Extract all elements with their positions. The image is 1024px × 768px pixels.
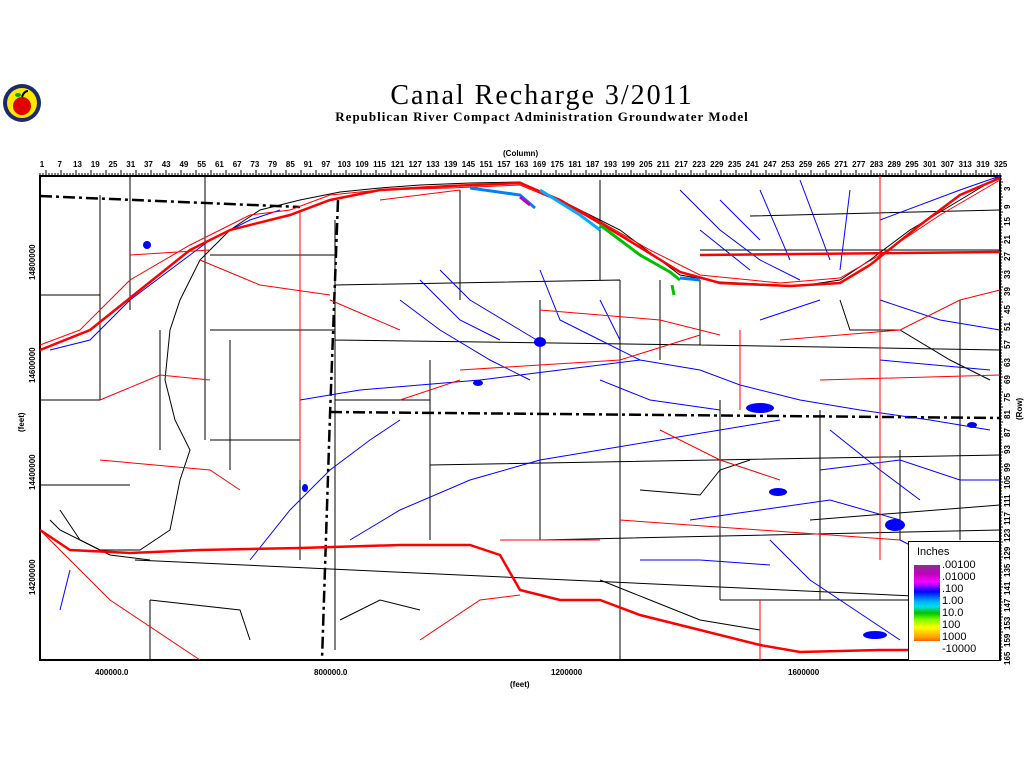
column-axis-label: (Column) — [503, 149, 539, 158]
page-subtitle: Republican River Compact Administration … — [335, 109, 749, 124]
column-tick-label: 133 — [426, 160, 440, 169]
column-tick-label: 319 — [976, 160, 990, 169]
column-tick-label: 259 — [798, 160, 813, 169]
legend-value: 10.0 — [942, 607, 964, 619]
column-tick-label: 169 — [532, 160, 547, 169]
column-tick-label: 229 — [710, 160, 724, 169]
column-tick-label: 73 — [250, 160, 260, 169]
column-tick-label: 67 — [232, 160, 242, 169]
column-tick-label: 19 — [90, 160, 100, 169]
column-tick-label: 13 — [73, 160, 82, 169]
major-roads — [39, 176, 1001, 654]
column-tick-label: 163 — [515, 160, 529, 169]
column-tick-label: 271 — [834, 160, 848, 169]
column-tick-label: 247 — [763, 160, 777, 169]
column-tick-label: 121 — [390, 160, 405, 169]
column-tick-label: 145 — [461, 160, 476, 169]
column-tick-label: 187 — [585, 160, 600, 169]
column-tick-label: 235 — [727, 160, 742, 169]
legend-color-bar — [914, 565, 940, 641]
column-tick-label: 109 — [355, 160, 369, 169]
column-tick-label: 103 — [337, 160, 351, 169]
column-tick-label: 265 — [816, 160, 830, 169]
column-tick-label: 283 — [869, 160, 884, 169]
column-tick-label: 157 — [497, 160, 511, 169]
column-tick-label: 91 — [303, 160, 313, 169]
column-tick-label: 115 — [373, 160, 386, 169]
column-tick-label: 307 — [940, 160, 955, 169]
column-tick-label: 151 — [479, 160, 493, 169]
logo-icon — [3, 84, 41, 122]
x-tick-label: 400000.0 — [95, 668, 129, 677]
legend-value: .00100 — [942, 559, 976, 571]
column-tick-label: 127 — [408, 160, 422, 169]
column-tick-label: 61 — [214, 160, 224, 169]
legend-value: -10000 — [942, 643, 977, 655]
legend-value: 1.00 — [942, 595, 964, 607]
column-tick-label: 193 — [603, 160, 618, 169]
column-tick-label: 217 — [674, 160, 689, 169]
column-tick-label: 199 — [621, 160, 635, 169]
column-tick-label: 175 — [550, 160, 564, 169]
column-tick-label: 205 — [639, 160, 653, 169]
x-tick-label: 1200000 — [551, 668, 583, 677]
state-lines — [39, 194, 1001, 661]
column-tick-label: 313 — [958, 160, 972, 169]
page-title: Canal Recharge 3/2011 — [390, 80, 694, 111]
column-tick-label: 181 — [568, 160, 582, 169]
x-axis-label: (feet) — [510, 680, 530, 689]
legend-value: .100 — [942, 583, 964, 595]
legend-value: 1000 — [942, 631, 967, 643]
column-tick-label: 97 — [321, 160, 331, 169]
column-tick-label: 295 — [905, 160, 919, 169]
column-tick-label: 31 — [126, 160, 136, 169]
canal-recharge-cells — [469, 186, 701, 296]
column-tick-label: 85 — [285, 160, 295, 169]
column-tick-label: 37 — [143, 160, 153, 169]
column-tick-label: 223 — [692, 160, 706, 169]
column-tick-label: 49 — [179, 160, 189, 169]
legend: Inches .00100 .01000 .100 1.00 10.0 100 … — [908, 541, 1000, 661]
legend-value: 100 — [942, 619, 961, 631]
column-tick-label: 211 — [656, 160, 670, 169]
x-tick-label: 800000.0 — [314, 668, 348, 677]
reservoirs — [143, 241, 977, 639]
column-tick-label: 79 — [268, 160, 278, 169]
column-tick-label: 25 — [108, 160, 118, 169]
roads — [39, 176, 1001, 661]
column-tick-label: 43 — [161, 160, 171, 169]
column-tick-label: 241 — [745, 160, 759, 169]
column-tick-label: 7 — [57, 160, 62, 169]
column-tick-label: 139 — [444, 160, 458, 169]
x-tick-label: 1600000 — [788, 668, 820, 677]
column-tick-label: 277 — [852, 160, 866, 169]
column-tick-label: 1 — [39, 160, 45, 169]
legend-value: .01000 — [942, 571, 976, 583]
column-tick-label: 325 — [994, 160, 1008, 169]
column-tick-label: 55 — [197, 160, 207, 169]
legend-title: Inches — [917, 546, 950, 558]
column-tick-label: 253 — [781, 160, 795, 169]
rivers — [49, 175, 1001, 641]
column-tick-label: 301 — [923, 160, 937, 169]
column-tick-label: 289 — [887, 160, 901, 169]
